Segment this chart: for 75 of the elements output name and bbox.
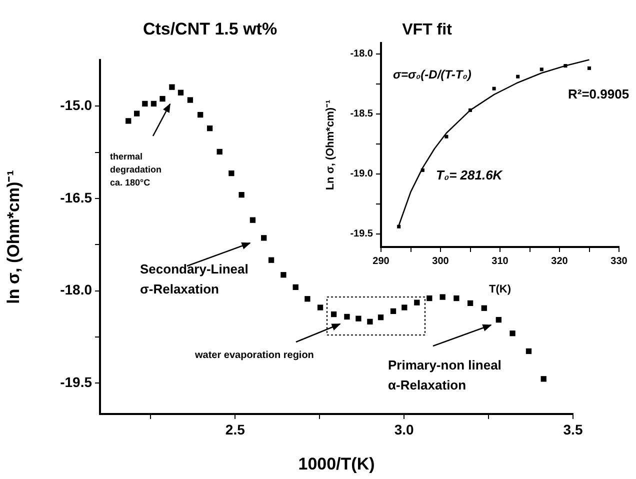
y-tick-label: -18.0 (350, 48, 374, 60)
x-axis-title: T(K) (489, 283, 512, 296)
annotation: Secondary-Lineal σ-Relaxation (140, 262, 248, 297)
point (169, 84, 175, 90)
y-axis-title: Ln σ, (Ohm*cm)⁻¹ (324, 99, 337, 190)
x-tick-label: 320 (551, 256, 568, 267)
x-tick-label: 2.5 (225, 421, 246, 438)
point (187, 97, 194, 103)
x-tick-label: 290 (372, 256, 390, 267)
y-tick-label: -19.5 (350, 228, 374, 240)
point (134, 110, 140, 116)
point (228, 170, 234, 176)
point (440, 294, 446, 300)
point (454, 295, 460, 302)
point (330, 311, 337, 318)
annotation: thermal degradation ca. 180°C (110, 151, 162, 188)
point (420, 168, 424, 172)
point (468, 108, 472, 112)
point (160, 96, 166, 102)
point (510, 330, 516, 336)
point (178, 90, 184, 96)
point (261, 235, 267, 241)
point (206, 126, 213, 132)
x-tick-label: 3.5 (563, 421, 583, 438)
point (126, 118, 132, 124)
point (268, 257, 274, 263)
point (564, 64, 568, 68)
x-tick-label: 310 (492, 256, 509, 267)
y-axis-title: ln σ, (Ohm*cm)⁻¹ (4, 170, 23, 304)
point (292, 284, 298, 290)
point (467, 300, 474, 306)
point (397, 224, 401, 228)
y-tick-label: -19.0 (350, 168, 374, 180)
x-axis-title: 1000/T(K) (298, 454, 375, 474)
point (304, 296, 310, 302)
point (238, 192, 244, 198)
y-tick-label: -15.0 (60, 97, 92, 114)
point (516, 74, 520, 78)
y-tick-label: -18.5 (350, 108, 374, 120)
point (216, 148, 222, 155)
annotation: Primary-non lineal α-Relaxation (388, 358, 502, 393)
point (390, 308, 396, 314)
x-tick-label: 3.0 (394, 421, 414, 438)
point (198, 112, 204, 118)
point (526, 348, 532, 354)
point (280, 272, 286, 278)
annotation: T₀= 281.6K (436, 168, 504, 183)
point (367, 318, 373, 324)
point (344, 314, 350, 320)
y-tick-label: -16.5 (60, 189, 92, 206)
point (150, 100, 157, 107)
annotation: water evaporation region (194, 350, 314, 361)
point (378, 314, 384, 320)
y-tick-label: -18.0 (60, 282, 92, 298)
point (414, 300, 420, 306)
point (587, 66, 592, 70)
point (481, 305, 487, 311)
point (250, 217, 256, 223)
chart-title: VFT fit (402, 21, 453, 38)
point (317, 304, 324, 310)
point (142, 100, 148, 107)
point (492, 86, 496, 90)
point (426, 295, 432, 302)
annotation: R²=0.9905 (568, 86, 630, 102)
x-tick-label: 330 (610, 256, 628, 267)
point (540, 68, 544, 72)
x-tick-label: 300 (432, 256, 450, 267)
point (540, 376, 546, 382)
chart-title: Cts/CNT 1.5 wt% (142, 20, 278, 39)
point (444, 134, 448, 138)
annotation: σ=σ₀(-D/(T-T₀) (393, 67, 472, 82)
y-tick-label: -19.5 (60, 374, 92, 390)
point (496, 316, 502, 323)
point (356, 316, 362, 322)
point (402, 304, 408, 310)
